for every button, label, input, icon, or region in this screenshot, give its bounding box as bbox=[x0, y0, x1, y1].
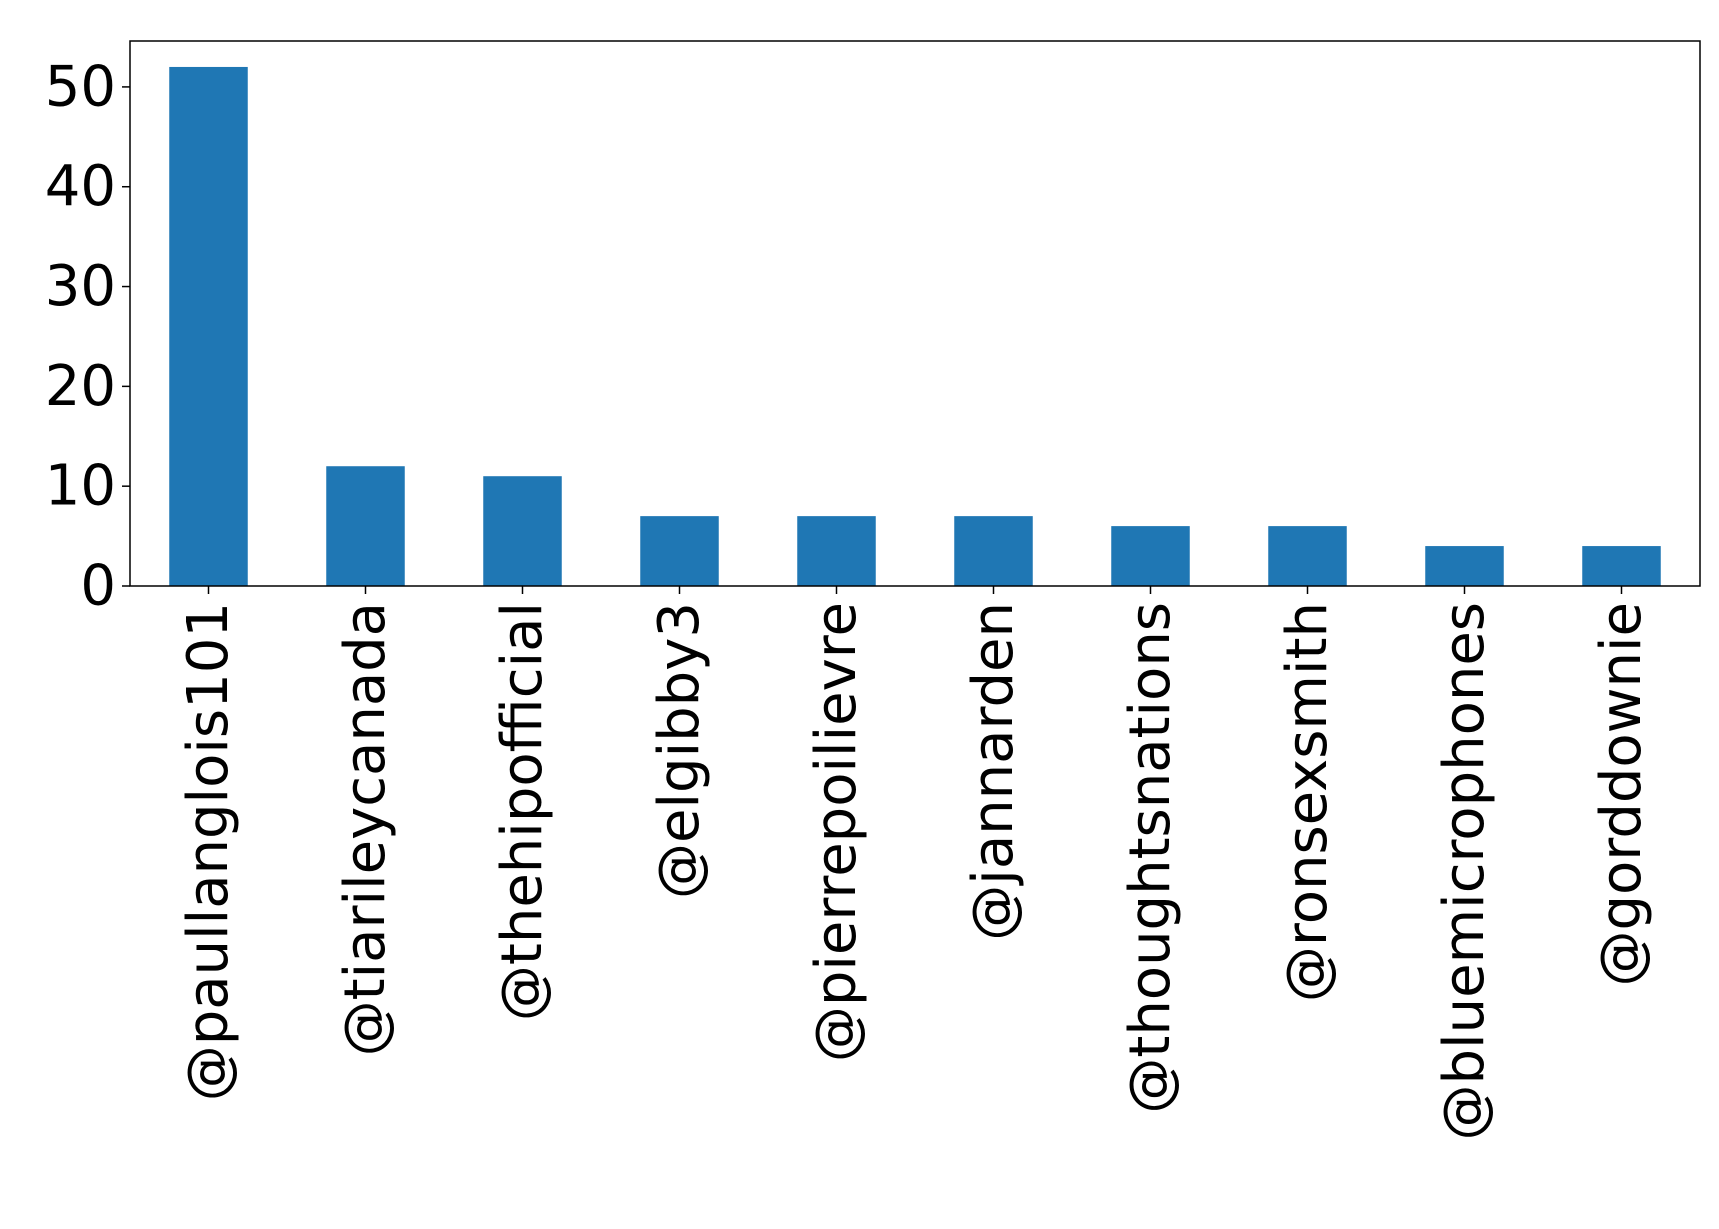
x-tick-label: @pierrepoilievre bbox=[804, 602, 869, 1062]
bar bbox=[640, 516, 719, 586]
x-axis: @paullanglois101 @tiarileycanada @thehipof… bbox=[176, 586, 1654, 1140]
x-tick-label: @ronsexsmith bbox=[1275, 602, 1340, 1002]
x-tick-label: @thehipofficial bbox=[490, 602, 555, 1021]
x-tick-label: @jannarden bbox=[961, 602, 1026, 941]
bar bbox=[326, 466, 405, 586]
y-tick-label: 50 bbox=[45, 54, 116, 119]
bars-group bbox=[169, 66, 1661, 586]
y-tick-label: 10 bbox=[45, 454, 116, 519]
bar bbox=[1111, 526, 1190, 586]
x-tick-label: @bluemicrophones bbox=[1432, 602, 1497, 1140]
y-tick-label: 20 bbox=[45, 354, 116, 419]
y-tick-label: 0 bbox=[80, 554, 116, 619]
plot-frame bbox=[129, 40, 1701, 587]
x-tick-label: @tiarileycanada bbox=[333, 602, 398, 1056]
bar bbox=[1582, 546, 1661, 586]
bar bbox=[954, 516, 1033, 586]
bar bbox=[169, 66, 248, 586]
y-tick-label: 40 bbox=[45, 154, 116, 219]
x-tick-label: @paullanglois101 bbox=[176, 602, 241, 1101]
bar bbox=[483, 476, 562, 586]
bar bbox=[1425, 546, 1504, 586]
x-tick-label: @gorddownie bbox=[1589, 602, 1654, 987]
y-axis: 0 10 20 30 40 50 bbox=[45, 54, 130, 619]
bar bbox=[1268, 526, 1347, 586]
x-tick-label: @elgibby3 bbox=[647, 602, 712, 899]
y-tick-label: 30 bbox=[45, 254, 116, 319]
bar bbox=[797, 516, 876, 586]
x-tick-label: @thoughtsnations bbox=[1118, 602, 1183, 1114]
